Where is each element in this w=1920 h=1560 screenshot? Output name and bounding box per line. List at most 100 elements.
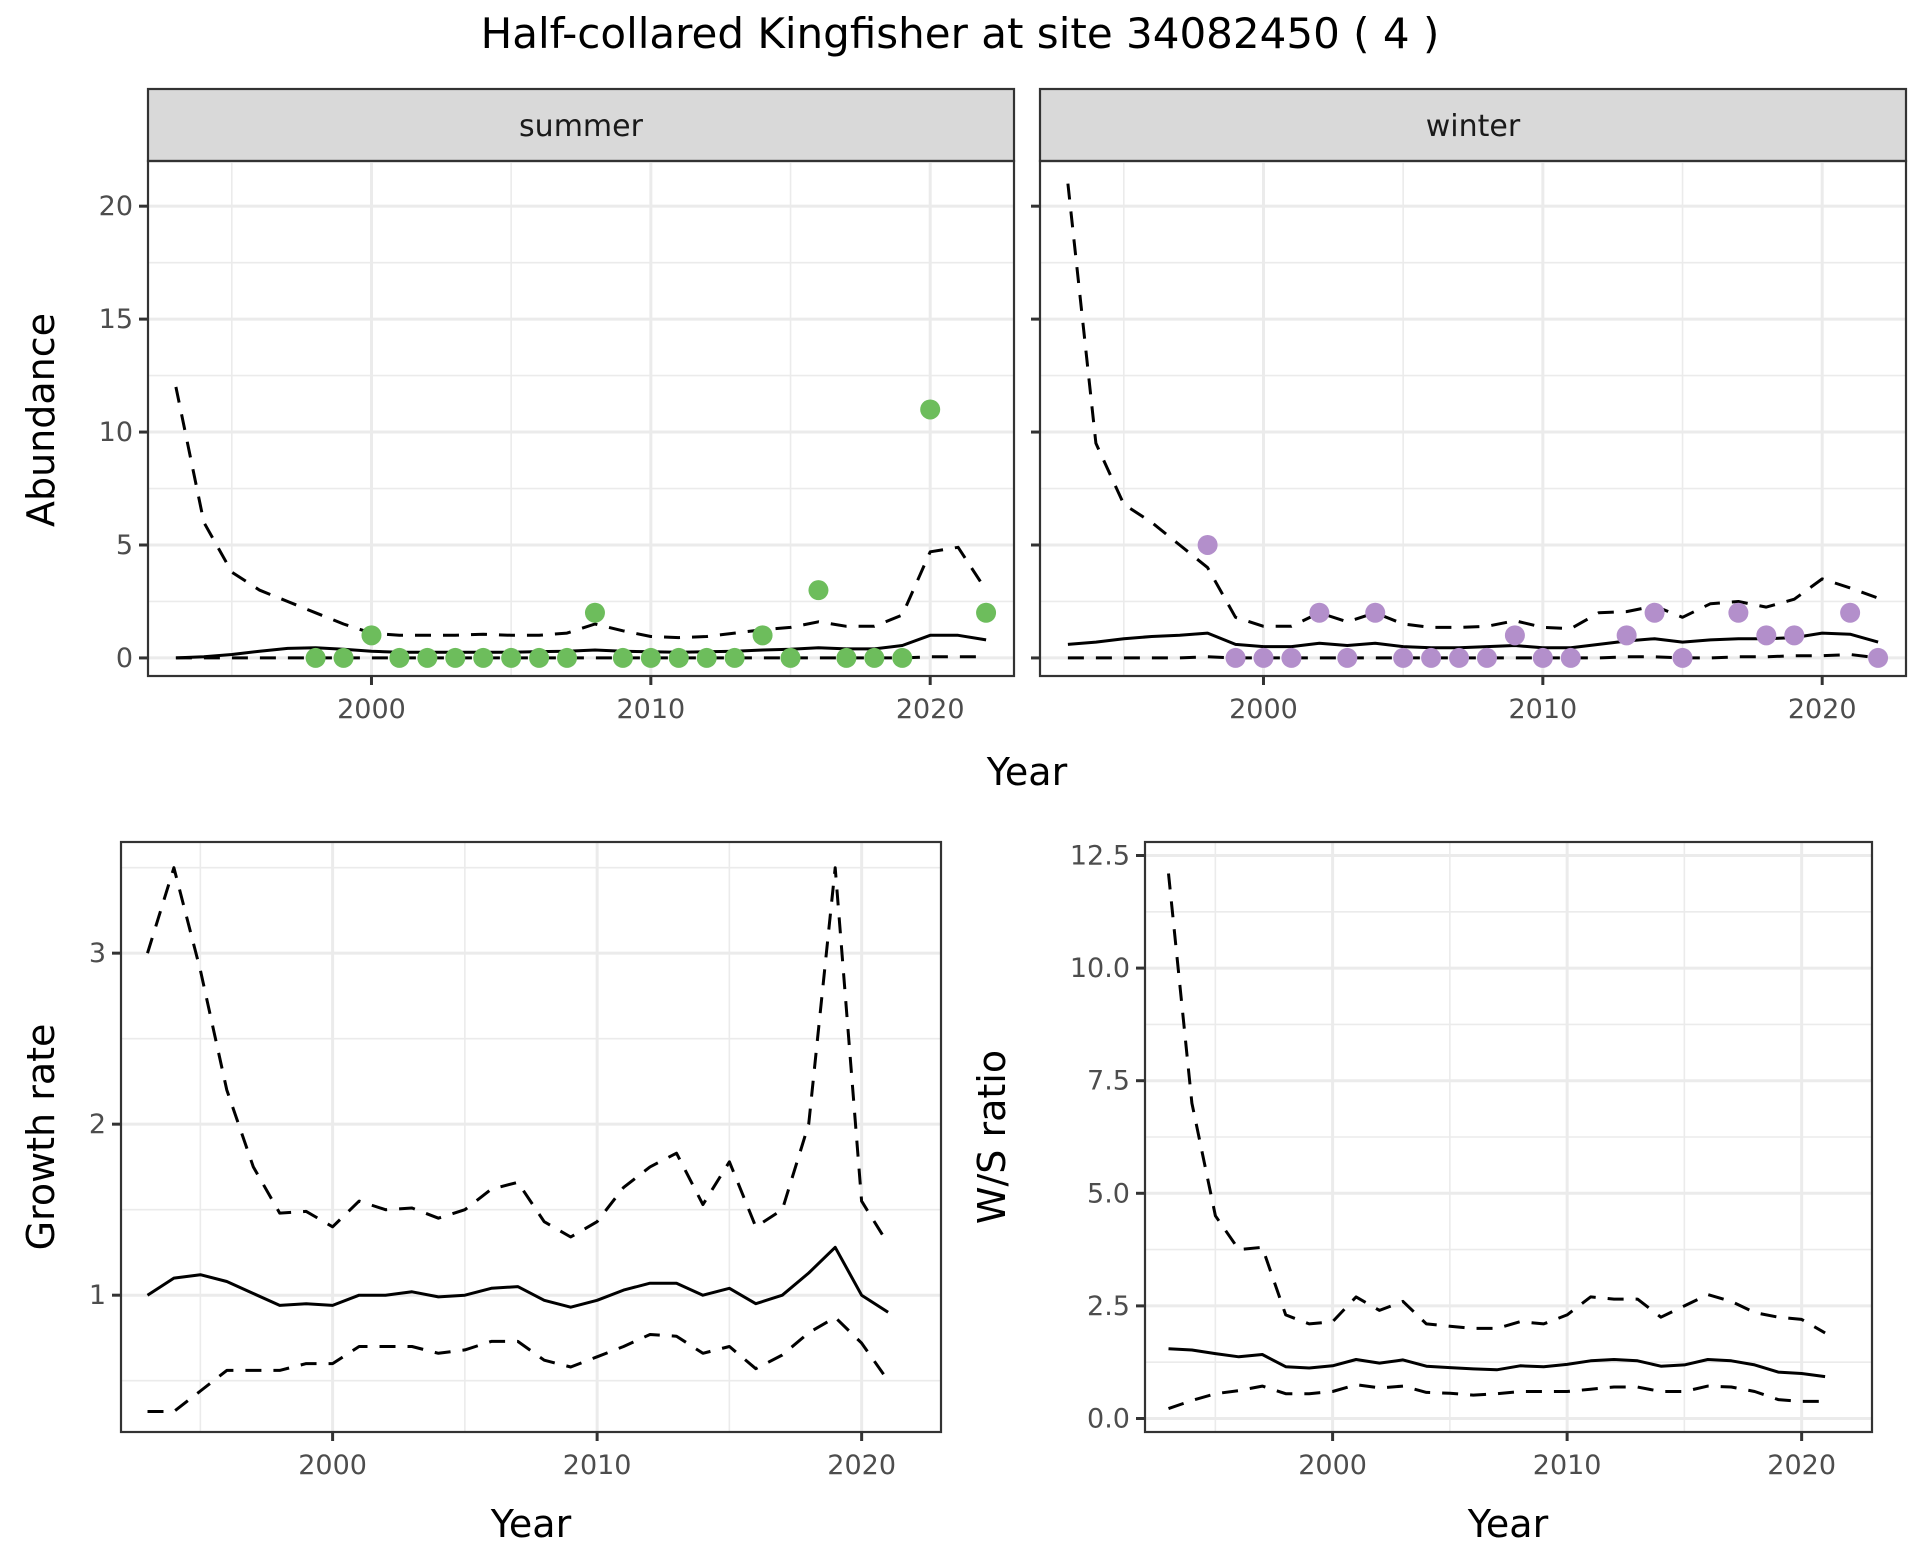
summer-observation-point — [333, 647, 354, 668]
summer-observation-point — [976, 602, 997, 623]
winter-upper-ci-line — [1066, 183, 1879, 631]
marks — [1167, 873, 1826, 1411]
panel-border — [1038, 159, 1908, 678]
gridlines — [1145, 842, 1872, 1432]
strip-label-summer: summer — [519, 109, 644, 144]
y-tick-label: 7.5 — [1087, 1066, 1130, 1097]
ws-mean-line — [1168, 1347, 1826, 1379]
summer-observation-point — [305, 647, 326, 668]
winter-lower-ci-line — [1067, 653, 1879, 660]
gridlines — [121, 842, 941, 1432]
summer-observation-point — [389, 647, 410, 668]
strip-summer — [146, 87, 1016, 163]
winter-observation-point — [1309, 602, 1330, 623]
summer-observation-point — [584, 602, 605, 623]
panel-border — [119, 840, 943, 1434]
x-tick-label: 2010 — [1533, 1450, 1602, 1481]
summer-observation-point — [445, 647, 466, 668]
winter-mean-line — [1067, 631, 1879, 650]
y-tick-label: 12.5 — [1070, 841, 1130, 872]
winter-observation-point — [1476, 647, 1497, 668]
panel-border — [1143, 840, 1874, 1434]
growth-lower-line — [147, 1315, 890, 1413]
winter-observation-point — [1365, 602, 1386, 623]
growth-upper-line — [146, 866, 890, 1245]
summer-observation-point — [836, 647, 857, 668]
winter-observation-point — [1616, 625, 1637, 646]
y-tick-label: 5.0 — [1087, 1178, 1130, 1209]
winter-observation-point — [1728, 602, 1749, 623]
marks — [146, 866, 890, 1413]
x-tick-label: 2000 — [1229, 694, 1298, 725]
summer-observation-point — [752, 625, 773, 646]
winter-observation-point — [1225, 647, 1246, 668]
y-tick-label: 10.0 — [1070, 953, 1130, 984]
summer-observation-point — [557, 647, 578, 668]
x-tick-label: 2020 — [1788, 694, 1857, 725]
summer-observation-point — [696, 647, 717, 668]
ws-y-axis-title: W/S ratio — [970, 1050, 1014, 1224]
ws-upper-line — [1167, 873, 1826, 1335]
winter-observation-point — [1644, 602, 1665, 623]
winter-observation-point — [1197, 534, 1218, 555]
strip-label-winter: winter — [1426, 109, 1521, 144]
x-tick-label: 2020 — [1767, 1450, 1836, 1481]
abundance-x-axis-title: Year — [986, 750, 1068, 794]
ws-lower-line — [1168, 1383, 1826, 1411]
winter-observation-point — [1393, 647, 1414, 668]
abundance-y-axis-title: Abundance — [19, 313, 63, 527]
abundance-winter-panel: winter 2000 2010 2020 — [1031, 87, 1908, 725]
summer-observation-point — [417, 647, 438, 668]
strip-winter — [1038, 87, 1908, 163]
x-tick-label: 2000 — [337, 694, 406, 725]
axes: 2000 2010 2020 — [1031, 204, 1857, 725]
marks — [1066, 183, 1889, 668]
x-tick-label: 2010 — [563, 1450, 632, 1481]
x-tick-label: 2020 — [896, 694, 965, 725]
summer-upper-ci-line — [174, 386, 988, 640]
growth-rate-panel: 2000 2010 2020 1 2 3 — [89, 840, 943, 1481]
winter-observation-point — [1840, 602, 1861, 623]
ws-ratio-panel: 2000 2010 2020 0.0 2.5 5.0 7.5 10.0 12.5 — [1070, 840, 1874, 1481]
winter-observation-point — [1421, 647, 1442, 668]
growth-y-axis-title: Growth rate — [19, 1024, 63, 1251]
summer-observation-point — [640, 647, 661, 668]
summer-observation-point — [808, 580, 829, 601]
gridlines — [148, 161, 1014, 676]
y-tick-label: 0 — [116, 643, 133, 674]
summer-observation-point — [473, 647, 494, 668]
axes: 2000 2010 2020 0 5 10 15 20 — [99, 191, 965, 725]
y-tick-label: 20 — [99, 191, 133, 222]
y-tick-label: 3 — [89, 938, 106, 969]
figure-title: Half-collared Kingfisher at site 3408245… — [481, 9, 1440, 58]
summer-observation-point — [529, 647, 550, 668]
summer-observation-point — [612, 647, 633, 668]
y-tick-label: 2 — [89, 1109, 106, 1140]
summer-mean-line — [175, 633, 987, 660]
summer-observation-point — [864, 647, 885, 668]
summer-observation-point — [892, 647, 913, 668]
winter-observation-point — [1337, 647, 1358, 668]
y-tick-label: 15 — [99, 304, 133, 335]
x-tick-label: 2010 — [616, 694, 685, 725]
winter-observation-point — [1756, 625, 1777, 646]
marks — [174, 386, 997, 668]
winter-observation-point — [1560, 647, 1581, 668]
x-tick-label: 2000 — [1298, 1450, 1367, 1481]
winter-observation-point — [1253, 647, 1274, 668]
growth-x-axis-title: Year — [490, 1502, 572, 1546]
axes: 2000 2010 2020 1 2 3 — [89, 938, 896, 1481]
ws-x-axis-title: Year — [1467, 1502, 1549, 1546]
panel-border — [146, 159, 1016, 678]
y-tick-label: 0.0 — [1087, 1403, 1130, 1434]
x-tick-label: 2010 — [1508, 694, 1577, 725]
axes: 2000 2010 2020 0.0 2.5 5.0 7.5 10.0 12.5 — [1070, 841, 1836, 1481]
x-tick-label: 2000 — [298, 1450, 367, 1481]
winter-observation-point — [1868, 647, 1889, 668]
x-tick-label: 2020 — [827, 1450, 896, 1481]
y-tick-label: 5 — [116, 530, 133, 561]
winter-observation-point — [1449, 647, 1470, 668]
summer-observation-point — [920, 399, 941, 420]
summer-observation-point — [361, 625, 382, 646]
